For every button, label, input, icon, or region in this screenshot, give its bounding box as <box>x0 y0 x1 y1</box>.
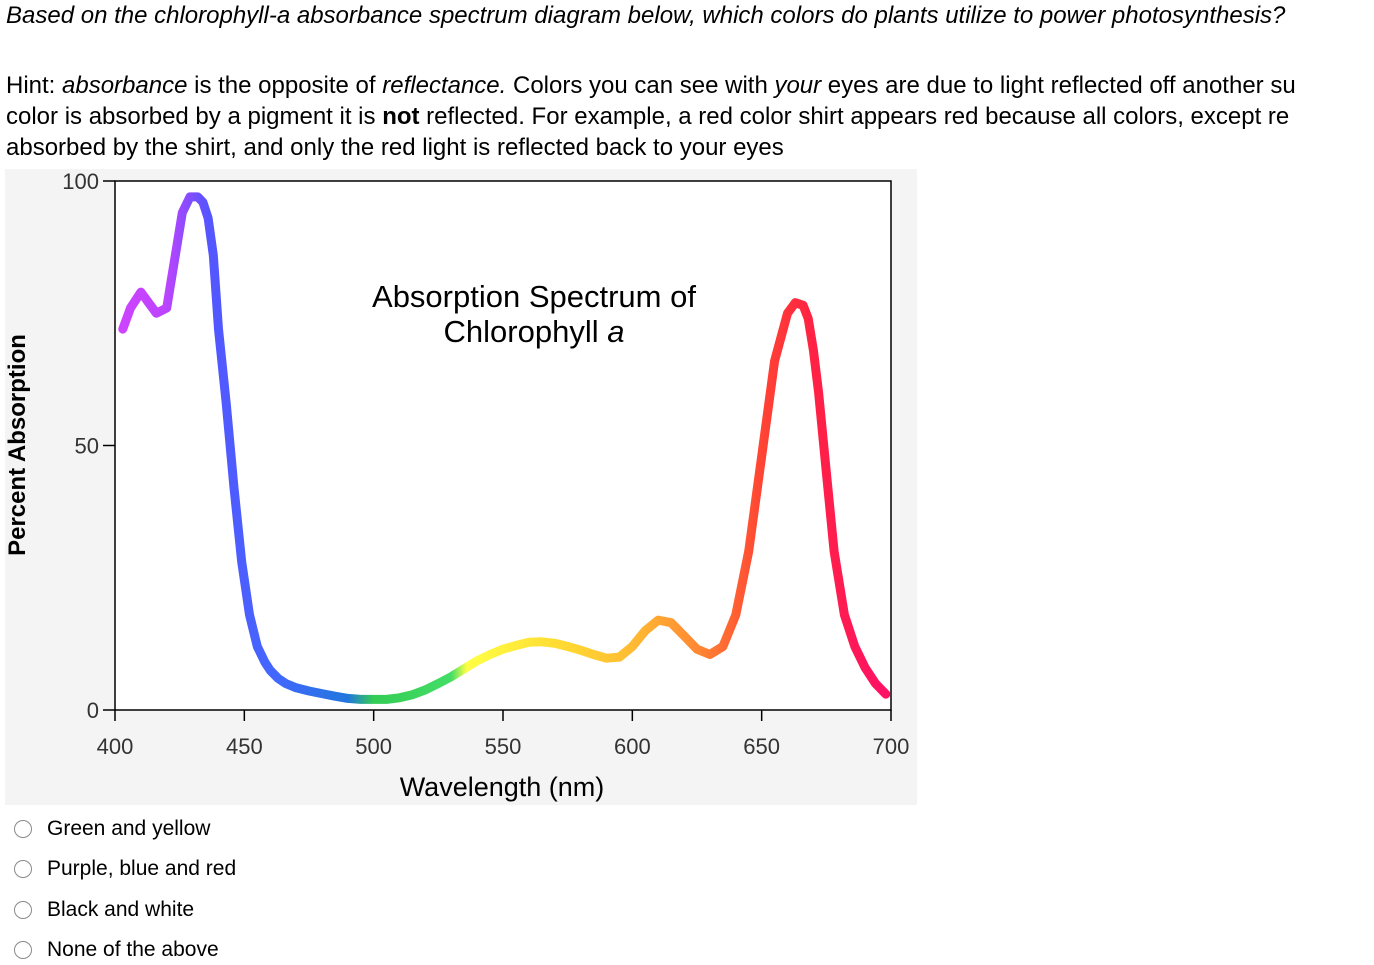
question-text: Based on the chlorophyll-a absorbance sp… <box>6 2 1286 29</box>
absorption-curve <box>118 192 891 704</box>
absorption-spectrum-figure: 400 450 500 550 600 650 700 100 50 0 Absorption S… <box>5 169 917 805</box>
hint-term-absorbance: absorbance <box>62 72 188 99</box>
option-label: Purple, blue and red <box>47 857 237 880</box>
option-black-white[interactable]: Black and white <box>14 895 194 925</box>
x-tick-label: 550 <box>485 734 522 759</box>
hint-line-2: color is absorbed by a pigment it is not… <box>6 101 1374 132</box>
hint-line-3: absorbed by the shirt, and only the red … <box>6 134 784 161</box>
chart-title-text: Chlorophyll <box>444 314 608 349</box>
option-none-of-the-above[interactable]: None of the above <box>14 935 219 965</box>
hint-text-part: eyes are due to light reflected off anot… <box>821 72 1296 99</box>
hint-text-part: color is absorbed by a pigment it is <box>6 103 383 130</box>
hint-term-not: not <box>382 103 420 130</box>
option-label: Black and white <box>47 898 195 921</box>
radio-button[interactable] <box>14 820 32 838</box>
x-tick-label: 700 <box>873 734 910 759</box>
chart-title-line-2: Chlorophyll a <box>444 314 625 349</box>
option-label: None of the above <box>47 938 219 961</box>
chart-title-line-1: Absorption Spectrum of <box>372 279 696 314</box>
x-tick-label: 400 <box>97 734 134 759</box>
y-tick-label: 50 <box>75 434 99 459</box>
hint-text-part: is the opposite of <box>187 72 383 99</box>
hint-text: Hint: absorbance is the opposite of refl… <box>6 70 1374 163</box>
hint-text-part: reflected. For example, a red color shir… <box>419 103 1290 130</box>
radio-button[interactable] <box>14 941 32 959</box>
hint-term-reflectance: reflectance. <box>382 72 507 99</box>
x-tick-label: 600 <box>614 734 651 759</box>
x-axis-label: Wavelength (nm) <box>400 772 605 802</box>
chart-title-italic: a <box>607 314 624 349</box>
y-tick-label: 0 <box>87 698 99 723</box>
option-label: Green and yellow <box>47 817 211 840</box>
radio-button[interactable] <box>14 860 32 878</box>
option-purple-blue-red[interactable]: Purple, blue and red <box>14 854 236 884</box>
hint-text-part: Colors you can see with <box>506 72 775 99</box>
option-green-yellow[interactable]: Green and yellow <box>14 814 210 844</box>
radio-button[interactable] <box>14 901 32 919</box>
hint-term-your: your <box>774 72 822 99</box>
x-tick-label: 500 <box>355 734 392 759</box>
x-tick-label: 450 <box>226 734 263 759</box>
x-tick-label: 650 <box>743 734 780 759</box>
y-tick-label: 100 <box>62 169 99 194</box>
hint-label: Hint: <box>6 72 63 99</box>
y-axis-label: Percent Absorption <box>5 334 31 556</box>
hint-line-1: Hint: absorbance is the opposite of refl… <box>6 70 1374 101</box>
